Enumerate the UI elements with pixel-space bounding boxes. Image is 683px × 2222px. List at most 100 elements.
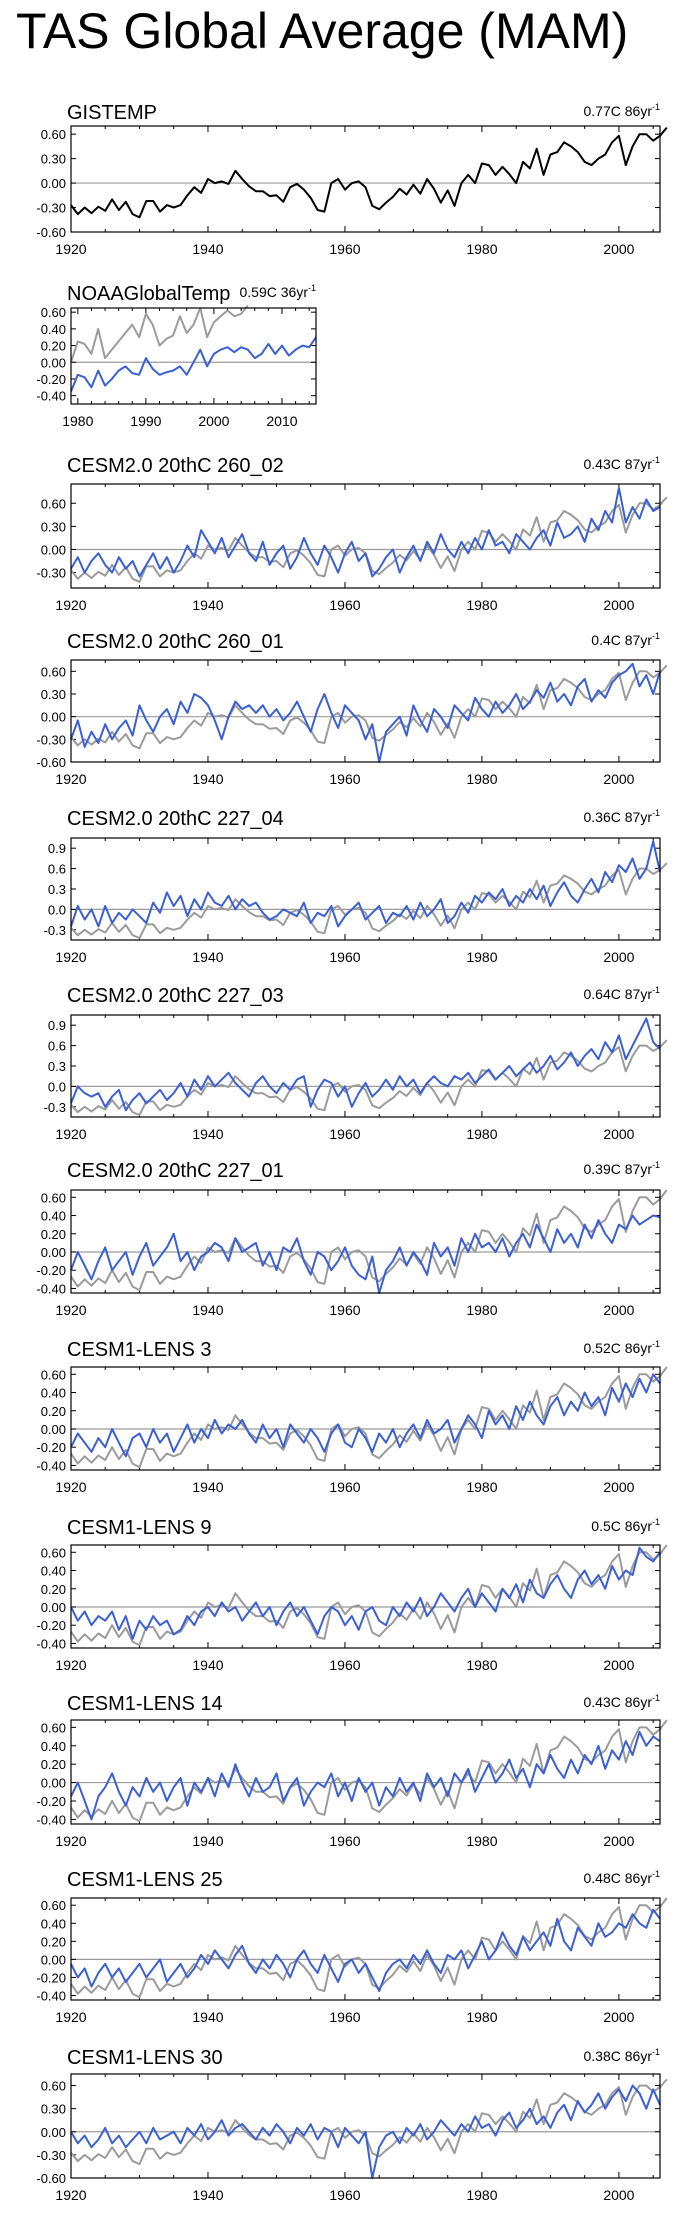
trend-superscript: -1: [652, 1693, 660, 1703]
series-line: [70, 1719, 668, 1823]
x-tick-label: 1940: [192, 949, 223, 965]
y-tick-label: -0.20: [36, 1794, 66, 1809]
y-tick-label: 0.60: [41, 496, 66, 511]
panel-title: CESM2.0 20thC 227_03: [67, 985, 284, 1007]
series-line: [70, 1908, 661, 1992]
y-tick-label: -0.20: [36, 372, 66, 387]
panel-title: CESM1-LENS 25: [67, 1869, 223, 1891]
x-tick-label: 1980: [466, 771, 497, 787]
y-tick-label: -0.60: [36, 2171, 66, 2186]
x-tick-label: 1960: [329, 1479, 360, 1495]
x-tick-label: 1920: [55, 241, 86, 257]
x-tick-label: 1960: [329, 949, 360, 965]
y-tick-label: -0.60: [36, 755, 66, 770]
trend-superscript: -1: [652, 1160, 660, 1170]
trend-label: 0.4C 87yr-1: [591, 631, 660, 648]
x-tick-label: 1960: [329, 1302, 360, 1318]
trend-label: 0.36C 87yr-1: [584, 808, 661, 825]
series-line: [70, 2078, 668, 2166]
plot-frame: [70, 837, 661, 941]
trend-superscript: -1: [652, 1869, 660, 1879]
chart-panel: CESM2.0 20thC 227_04 0.36C 87yr-1 -0.3 0.0 0…: [44, 808, 668, 965]
y-tick-label: 0.40: [41, 1739, 66, 1754]
x-tick-label: 1980: [466, 949, 497, 965]
x-tick-label: 2000: [603, 241, 634, 257]
y-tick-label: 0.00: [41, 176, 66, 191]
chart-panel: GISTEMP 0.77C 86yr-1 -0.60 -0.30 0.00 0.30 0.6…: [36, 102, 668, 257]
x-tick-label: 1940: [192, 771, 223, 787]
trend-label: 0.59C 36yr-1: [240, 283, 317, 300]
y-tick-label: 0.3: [48, 1059, 66, 1074]
y-tick-label: 0.40: [41, 1564, 66, 1579]
y-tick-label: 0.00: [41, 710, 66, 725]
x-tick-label: 1960: [329, 2187, 360, 2203]
y-tick-label: -0.20: [36, 1618, 66, 1633]
panel-title: CESM2.0 20thC 227_04: [67, 808, 284, 830]
chart-panel: CESM1-LENS 3 0.52C 86yr-1 -0.40 -0.20 0.00 0.…: [36, 1339, 668, 1495]
y-tick-label: -0.20: [36, 1970, 66, 1985]
y-tick-label: 0.00: [41, 355, 66, 370]
y-tick-label: -0.40: [36, 1988, 66, 2003]
y-tick-label: 0.20: [41, 1227, 66, 1242]
y-tick-label: 0.40: [41, 322, 66, 337]
x-tick-label: 2000: [603, 1657, 634, 1673]
y-tick-label: 0.60: [41, 1720, 66, 1735]
x-tick-label: 2000: [603, 1479, 634, 1495]
y-tick-label: 0.30: [41, 152, 66, 167]
trend-superscript: -1: [652, 455, 660, 465]
y-tick-label: 0.3: [48, 882, 66, 897]
y-tick-label: 0.00: [41, 2125, 66, 2140]
y-tick-label: 0.00: [41, 1245, 66, 1260]
chart-panel: NOAAGlobalTemp 0.59C 36yr-1 -0.40 -0.20 0.00…: [36, 283, 317, 429]
x-tick-label: 2010: [266, 413, 297, 429]
y-tick-label: 0.6: [48, 862, 66, 877]
y-tick-label: 0.30: [41, 687, 66, 702]
series-line: [70, 304, 249, 363]
x-tick-label: 1980: [466, 241, 497, 257]
x-tick-label: 1980: [466, 1302, 497, 1318]
x-tick-label: 1940: [192, 1126, 223, 1142]
y-tick-label: 0.20: [41, 339, 66, 354]
y-tick-label: 0.00: [41, 1600, 66, 1615]
series-line: [70, 1214, 661, 1294]
y-tick-label: 0.00: [41, 1776, 66, 1791]
y-tick-label: -0.30: [36, 566, 66, 581]
trend-label: 0.48C 86yr-1: [584, 1869, 661, 1886]
x-tick-label: 1940: [192, 2009, 223, 2025]
y-tick-label: 0.40: [41, 1386, 66, 1401]
trend-superscript: -1: [652, 808, 660, 818]
panel-title: GISTEMP: [67, 102, 157, 124]
y-tick-label: 0.20: [41, 1404, 66, 1419]
panel-title: CESM1-LENS 14: [67, 1693, 223, 1715]
y-tick-label: -0.3: [44, 1100, 66, 1115]
panel-title: NOAAGlobalTemp: [67, 283, 230, 305]
y-tick-label: -0.20: [36, 1440, 66, 1455]
panel-title: CESM2.0 20thC 260_02: [67, 455, 284, 477]
x-tick-label: 1980: [466, 1126, 497, 1142]
x-tick-label: 1940: [192, 1302, 223, 1318]
y-tick-label: -0.30: [36, 201, 66, 216]
trend-label: 0.52C 86yr-1: [584, 1339, 661, 1356]
trend-superscript: -1: [652, 985, 660, 995]
x-tick-label: 2000: [603, 597, 634, 613]
y-tick-label: -0.60: [36, 225, 66, 240]
x-tick-label: 1960: [329, 1657, 360, 1673]
panel-title: CESM1-LENS 9: [67, 1517, 212, 1539]
x-tick-label: 1940: [192, 2187, 223, 2203]
x-tick-label: 1920: [55, 771, 86, 787]
trend-label: 0.64C 87yr-1: [584, 985, 661, 1002]
series-line: [70, 664, 668, 750]
y-tick-label: -0.40: [36, 1636, 66, 1651]
x-tick-label: 2000: [603, 771, 634, 787]
x-tick-label: 1940: [192, 1833, 223, 1849]
chart-panel: CESM2.0 20thC 227_03 0.64C 87yr-1 -0.3 0.0 0…: [44, 985, 668, 1142]
x-tick-label: 1960: [329, 1126, 360, 1142]
y-tick-label: 0.30: [41, 519, 66, 534]
x-tick-label: 2000: [603, 2009, 634, 2025]
x-tick-label: 1990: [130, 413, 161, 429]
y-tick-label: -0.3: [44, 923, 66, 938]
x-tick-label: 1920: [55, 2187, 86, 2203]
y-tick-label: -0.40: [36, 389, 66, 404]
chart-panel: CESM2.0 20thC 260_02 0.43C 87yr-1 -0.30 0.0…: [36, 455, 668, 613]
trend-superscript: -1: [308, 283, 316, 293]
